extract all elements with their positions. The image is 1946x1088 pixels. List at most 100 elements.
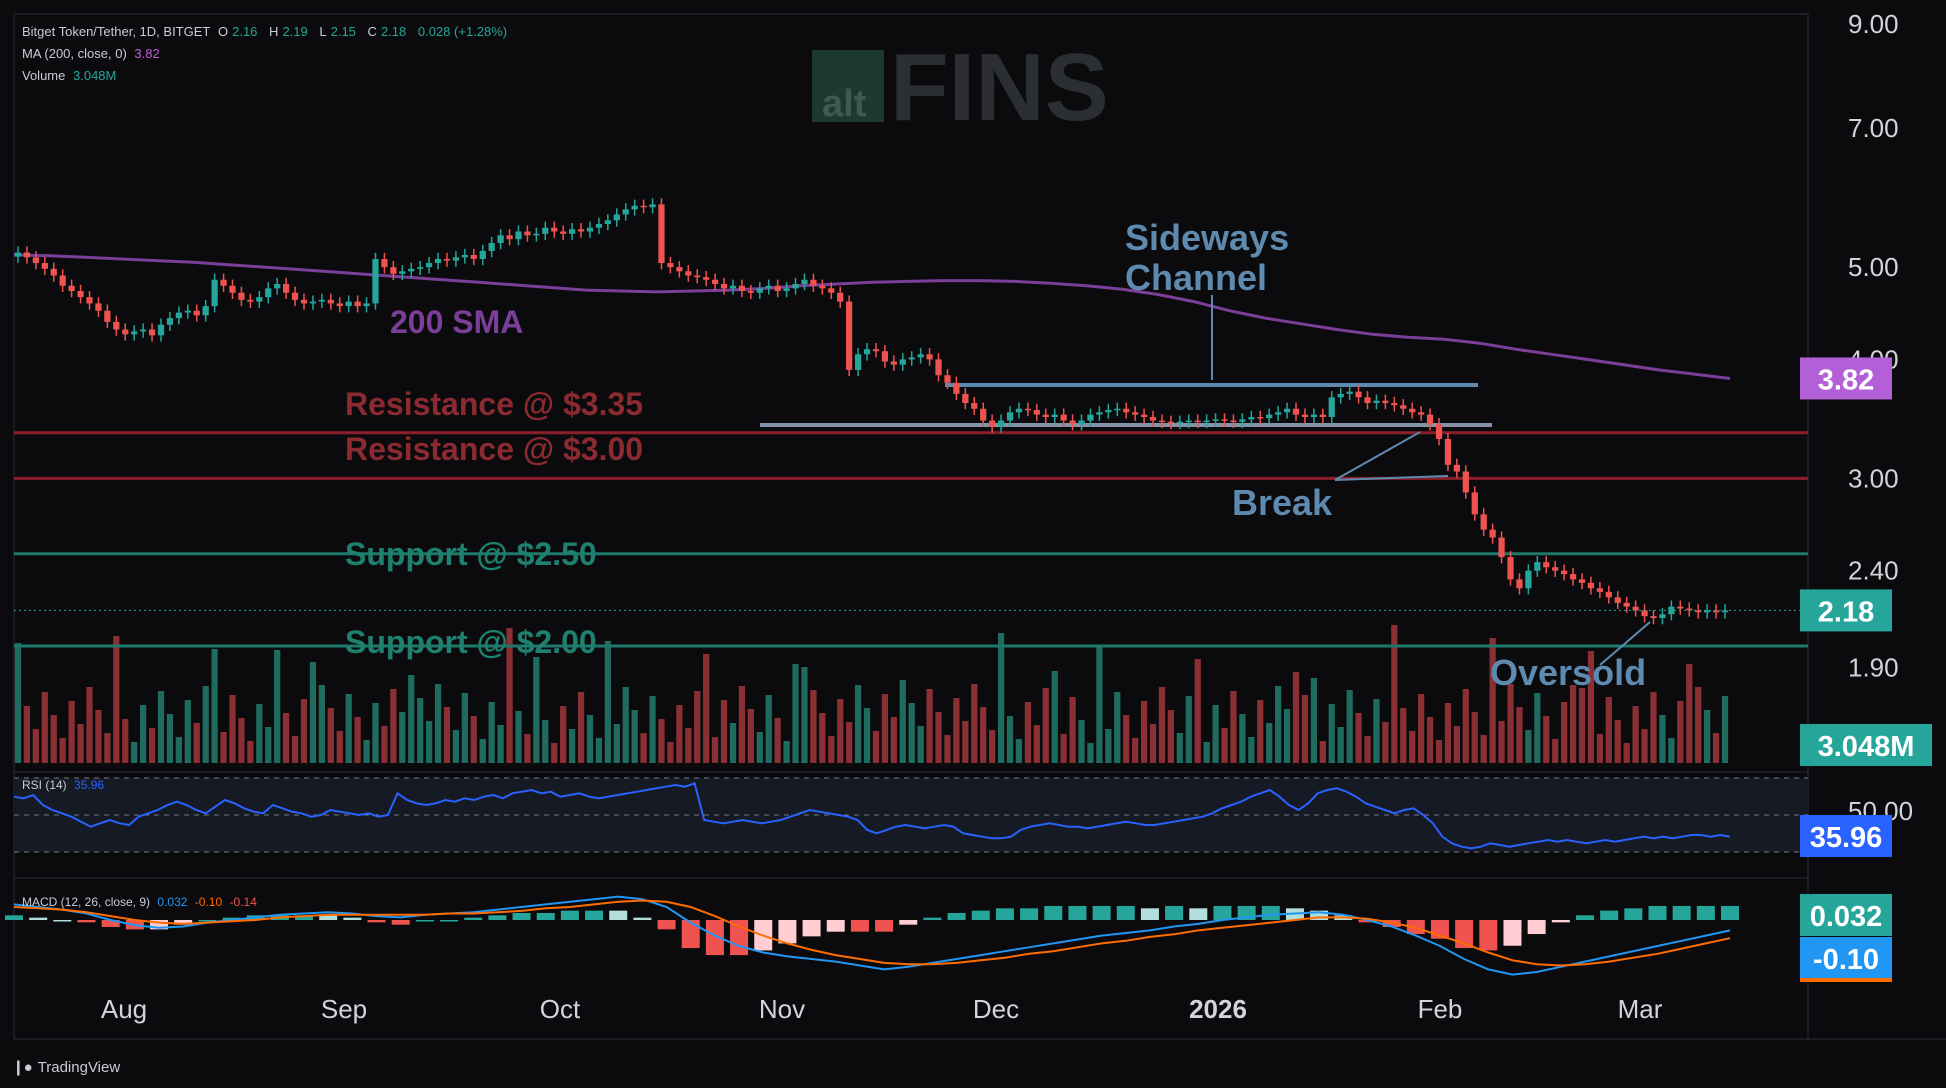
candle-body — [1176, 421, 1183, 424]
volume-bar — [1400, 708, 1407, 763]
candle-body — [166, 318, 174, 325]
volume-bar — [1266, 723, 1273, 763]
volume-bar — [1480, 735, 1487, 763]
candle-body — [1712, 610, 1720, 613]
volume-bar — [345, 694, 352, 763]
volume-bar — [1364, 736, 1371, 763]
price-tick-label: 3.00 — [1848, 463, 1899, 493]
price-tick-label: 5.00 — [1848, 252, 1899, 282]
volume-bar — [720, 700, 728, 763]
volume-bar — [50, 715, 57, 763]
candle-body — [586, 227, 594, 232]
candle-body — [756, 288, 763, 293]
volume-bar — [1292, 672, 1300, 763]
volume-bar — [631, 710, 638, 763]
candle-body — [1257, 417, 1264, 419]
macd-histogram-bar — [174, 920, 193, 925]
x-tick-label: Sep — [321, 994, 367, 1024]
candle-body — [1292, 408, 1300, 415]
volume-bar — [1346, 690, 1353, 763]
volume-bar — [890, 717, 897, 763]
candle-body — [676, 267, 683, 272]
candle-body — [631, 205, 638, 210]
volume-bar — [229, 695, 236, 763]
volume-bar — [1426, 717, 1434, 763]
candle-body — [1525, 570, 1532, 589]
candle-body — [613, 214, 620, 221]
macd-histogram-bar — [633, 917, 652, 920]
volume-bar — [1319, 741, 1326, 763]
candle-body — [1596, 588, 1603, 592]
candle-body — [381, 258, 388, 268]
candle-body — [1033, 409, 1040, 415]
volume-bar — [1712, 733, 1720, 763]
candle-body — [997, 420, 1005, 427]
volume-bar — [1498, 721, 1505, 763]
candle-body — [881, 351, 889, 362]
volume-bar — [399, 712, 406, 763]
volume-bar — [1051, 671, 1058, 763]
candle-body — [863, 349, 871, 355]
volume-bar — [1283, 709, 1291, 763]
volume-bar — [854, 685, 862, 763]
candle-body — [95, 303, 102, 311]
volume-bar — [640, 733, 647, 763]
candle-body — [202, 306, 209, 316]
altfins-logo-icon — [812, 50, 884, 122]
macd-histogram-bar — [1213, 905, 1232, 920]
macd-histogram-bar — [585, 910, 604, 920]
volume-bar — [1462, 689, 1469, 763]
macd-histogram-bar — [415, 920, 434, 922]
ma-value: 3.82 — [134, 46, 160, 61]
candle-body — [1212, 419, 1219, 421]
candle-body — [872, 349, 880, 352]
volume-bar — [1024, 702, 1032, 763]
tradingview-footer[interactable]: ❙● TradingView — [12, 1058, 120, 1077]
volume-bar — [1596, 734, 1603, 763]
candle-body — [1346, 391, 1353, 394]
volume-bar — [425, 721, 433, 763]
volume-bar — [1078, 720, 1085, 763]
candle-body — [1158, 420, 1166, 423]
volume-bar — [1409, 731, 1416, 763]
candle-body — [890, 361, 897, 365]
volume-bar — [1695, 687, 1702, 763]
signal-legend-value: -0.10 — [194, 895, 223, 909]
candle-body — [1337, 393, 1344, 398]
candle-body — [1230, 420, 1237, 423]
candle-body — [1721, 610, 1729, 613]
volume-bar — [506, 628, 513, 763]
volume-bar — [336, 731, 343, 763]
macd-histogram-bar — [150, 920, 169, 930]
candle-body — [408, 268, 415, 272]
macd-histogram-bar — [850, 920, 869, 932]
sma-badge-bg — [1800, 357, 1892, 400]
candle-body — [837, 292, 844, 302]
macd-histogram-bar — [536, 912, 555, 920]
volume-bar — [202, 686, 209, 763]
ma-legend: MA (200, close, 0) 3.82 — [22, 46, 160, 61]
candle-body — [917, 354, 924, 358]
volume-bar — [1561, 702, 1568, 763]
macd-histogram-bar — [609, 910, 628, 920]
macd-histogram-bar — [295, 915, 314, 920]
candle-body — [792, 284, 799, 289]
volume-bar — [113, 636, 120, 763]
candle-body — [828, 288, 835, 293]
macd-histogram-bar — [1648, 905, 1667, 920]
sma-badge: 3.82 — [1818, 364, 1874, 396]
volume-bar — [68, 701, 75, 763]
candle-body — [1015, 408, 1023, 413]
macd-histogram-bar — [995, 908, 1014, 920]
rsi-line — [13, 781, 1731, 850]
volume-bar — [908, 703, 915, 763]
volume-bar — [658, 719, 665, 763]
volume-bar — [1069, 697, 1076, 763]
volume-bar — [1578, 688, 1586, 763]
candle-body — [282, 284, 290, 293]
candle-body — [1266, 414, 1273, 419]
volume-bar — [515, 711, 522, 763]
volume-bar — [1185, 696, 1192, 763]
macd-histogram-bar — [1165, 905, 1184, 920]
